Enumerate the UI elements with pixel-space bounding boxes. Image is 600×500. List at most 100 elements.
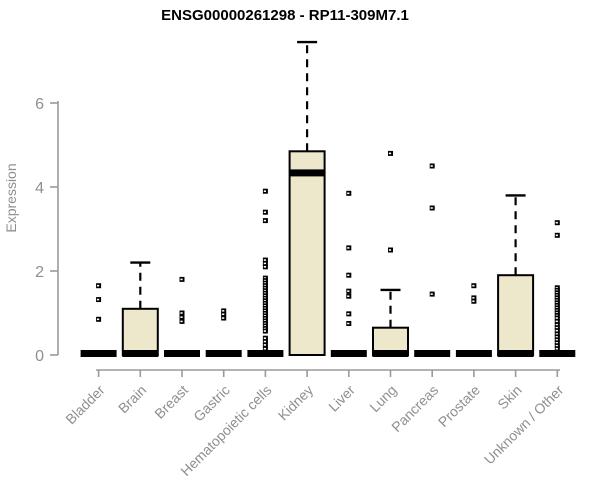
outlier-hole-hematopoietic-cells	[263, 259, 266, 261]
y-tick-label-6: 6	[35, 96, 44, 113]
outlier-hole-hematopoietic-cells	[263, 337, 266, 339]
outlier-hole-liver	[347, 247, 350, 249]
outlier-hole-hematopoietic-cells	[263, 312, 266, 315]
median-prostate	[455, 350, 492, 357]
outlier-hole-hematopoietic-cells	[263, 330, 266, 332]
outlier-hole-unknown-other	[555, 312, 558, 314]
outlier-hole-hematopoietic-cells	[263, 325, 266, 327]
outlier-hole-unknown-other	[555, 317, 558, 319]
outlier-hole-unknown-other	[555, 309, 558, 312]
outlier-hole-prostate	[472, 300, 475, 303]
outlier-hole-gastric	[222, 310, 225, 312]
outlier-hole-prostate	[472, 297, 475, 299]
outlier-hole-liver	[347, 274, 350, 276]
median-liver	[330, 350, 367, 357]
x-tick-label-skin: Skin	[494, 382, 525, 413]
outlier-hole-hematopoietic-cells	[263, 322, 266, 325]
chart-title: ENSG00000261298 - RP11-309M7.1	[161, 7, 409, 24]
outlier-hole-unknown-other	[555, 333, 558, 335]
outlier-hole-hematopoietic-cells	[263, 302, 266, 305]
outlier-hole-hematopoietic-cells	[263, 294, 266, 297]
outlier-hole-hematopoietic-cells	[263, 297, 266, 300]
outlier-hole-hematopoietic-cells	[263, 287, 266, 290]
x-tick-label-bladder: Bladder	[62, 382, 108, 428]
x-tick-label-brain: Brain	[115, 382, 149, 416]
median-kidney	[289, 169, 326, 177]
outlier-hole-unknown-other	[555, 347, 558, 350]
outlier-hole-liver	[347, 290, 350, 292]
outlier-hole-bladder	[97, 298, 100, 301]
outlier-hole-hematopoietic-cells	[263, 292, 266, 295]
outlier-hole-unknown-other	[555, 336, 558, 338]
outlier-hole-hematopoietic-cells	[263, 305, 266, 307]
outlier-hole-unknown-other	[555, 329, 558, 332]
outlier-hole-unknown-other	[555, 304, 558, 307]
outlier-hole-hematopoietic-cells	[263, 327, 266, 330]
outlier-hole-gastric	[222, 313, 225, 316]
outlier-hole-liver	[347, 322, 350, 325]
outlier-hole-unknown-other	[555, 299, 558, 302]
outlier-hole-pancreas	[430, 207, 433, 209]
outlier-hole-hematopoietic-cells	[263, 340, 266, 343]
outlier-hole-breast	[180, 316, 183, 318]
outlier-hole-hematopoietic-cells	[263, 211, 266, 213]
y-tick-label-4: 4	[35, 180, 44, 197]
median-unknown-other	[539, 350, 576, 357]
outlier-hole-hematopoietic-cells	[263, 310, 266, 312]
outlier-hole-unknown-other	[555, 342, 558, 344]
outlier-hole-hematopoietic-cells	[263, 320, 266, 322]
outlier-hole-unknown-other	[555, 320, 558, 323]
median-breast	[164, 350, 200, 357]
outlier-hole-hematopoietic-cells	[263, 190, 266, 192]
outlier-hole-unknown-other	[555, 344, 558, 347]
outlier-hole-lung	[388, 249, 392, 251]
outlier-hole-unknown-other	[555, 221, 558, 224]
outlier-hole-hematopoietic-cells	[263, 344, 266, 346]
x-tick-label-prostate: Prostate	[435, 382, 483, 430]
outlier-hole-hematopoietic-cells	[263, 282, 266, 284]
outlier-hole-hematopoietic-cells	[263, 307, 266, 310]
outlier-hole-breast	[180, 320, 183, 323]
outlier-hole-pancreas	[430, 293, 433, 295]
outlier-hole-hematopoietic-cells	[263, 347, 266, 350]
outlier-hole-unknown-other	[555, 292, 558, 294]
outlier-hole-hematopoietic-cells	[263, 277, 266, 279]
outlier-hole-unknown-other	[555, 314, 558, 317]
median-brain	[122, 350, 159, 357]
outlier-hole-liver	[347, 313, 350, 315]
outlier-hole-hematopoietic-cells	[263, 317, 266, 320]
outlier-hole-hematopoietic-cells	[263, 219, 266, 222]
outlier-hole-unknown-other	[555, 302, 558, 304]
outlier-hole-bladder	[97, 284, 100, 287]
outlier-hole-bladder	[97, 318, 100, 321]
outlier-hole-unknown-other	[555, 234, 558, 237]
x-tick-label-breast: Breast	[151, 382, 191, 422]
outlier-hole-unknown-other	[555, 294, 558, 297]
median-pancreas	[414, 350, 451, 357]
outlier-hole-hematopoietic-cells	[263, 300, 266, 302]
median-hematopoietic-cells	[247, 350, 284, 357]
outlier-hole-hematopoietic-cells	[263, 266, 266, 268]
outlier-hole-unknown-other	[555, 287, 558, 289]
x-tick-label-unknown-other: Unknown / Other	[481, 382, 567, 468]
median-lung	[372, 350, 409, 357]
outlier-hole-lung	[388, 152, 392, 155]
outlier-hole-pancreas	[430, 165, 433, 167]
outlier-hole-gastric	[222, 317, 225, 319]
outlier-hole-hematopoietic-cells	[263, 289, 266, 292]
y-axis-label: Expression	[3, 163, 19, 232]
median-bladder	[80, 350, 117, 357]
outlier-hole-breast	[180, 312, 183, 314]
outlier-hole-unknown-other	[555, 339, 558, 341]
box-kidney	[288, 150, 326, 356]
y-tick-label-0: 0	[35, 348, 44, 365]
outlier-hole-hematopoietic-cells	[263, 262, 266, 265]
outlier-hole-breast	[180, 278, 183, 281]
outlier-hole-unknown-other	[555, 289, 558, 292]
x-tick-label-lung: Lung	[366, 382, 399, 415]
outlier-hole-unknown-other	[555, 326, 558, 329]
boxes-layer	[80, 40, 576, 357]
outlier-hole-unknown-other	[555, 323, 558, 326]
median-skin	[497, 350, 534, 357]
